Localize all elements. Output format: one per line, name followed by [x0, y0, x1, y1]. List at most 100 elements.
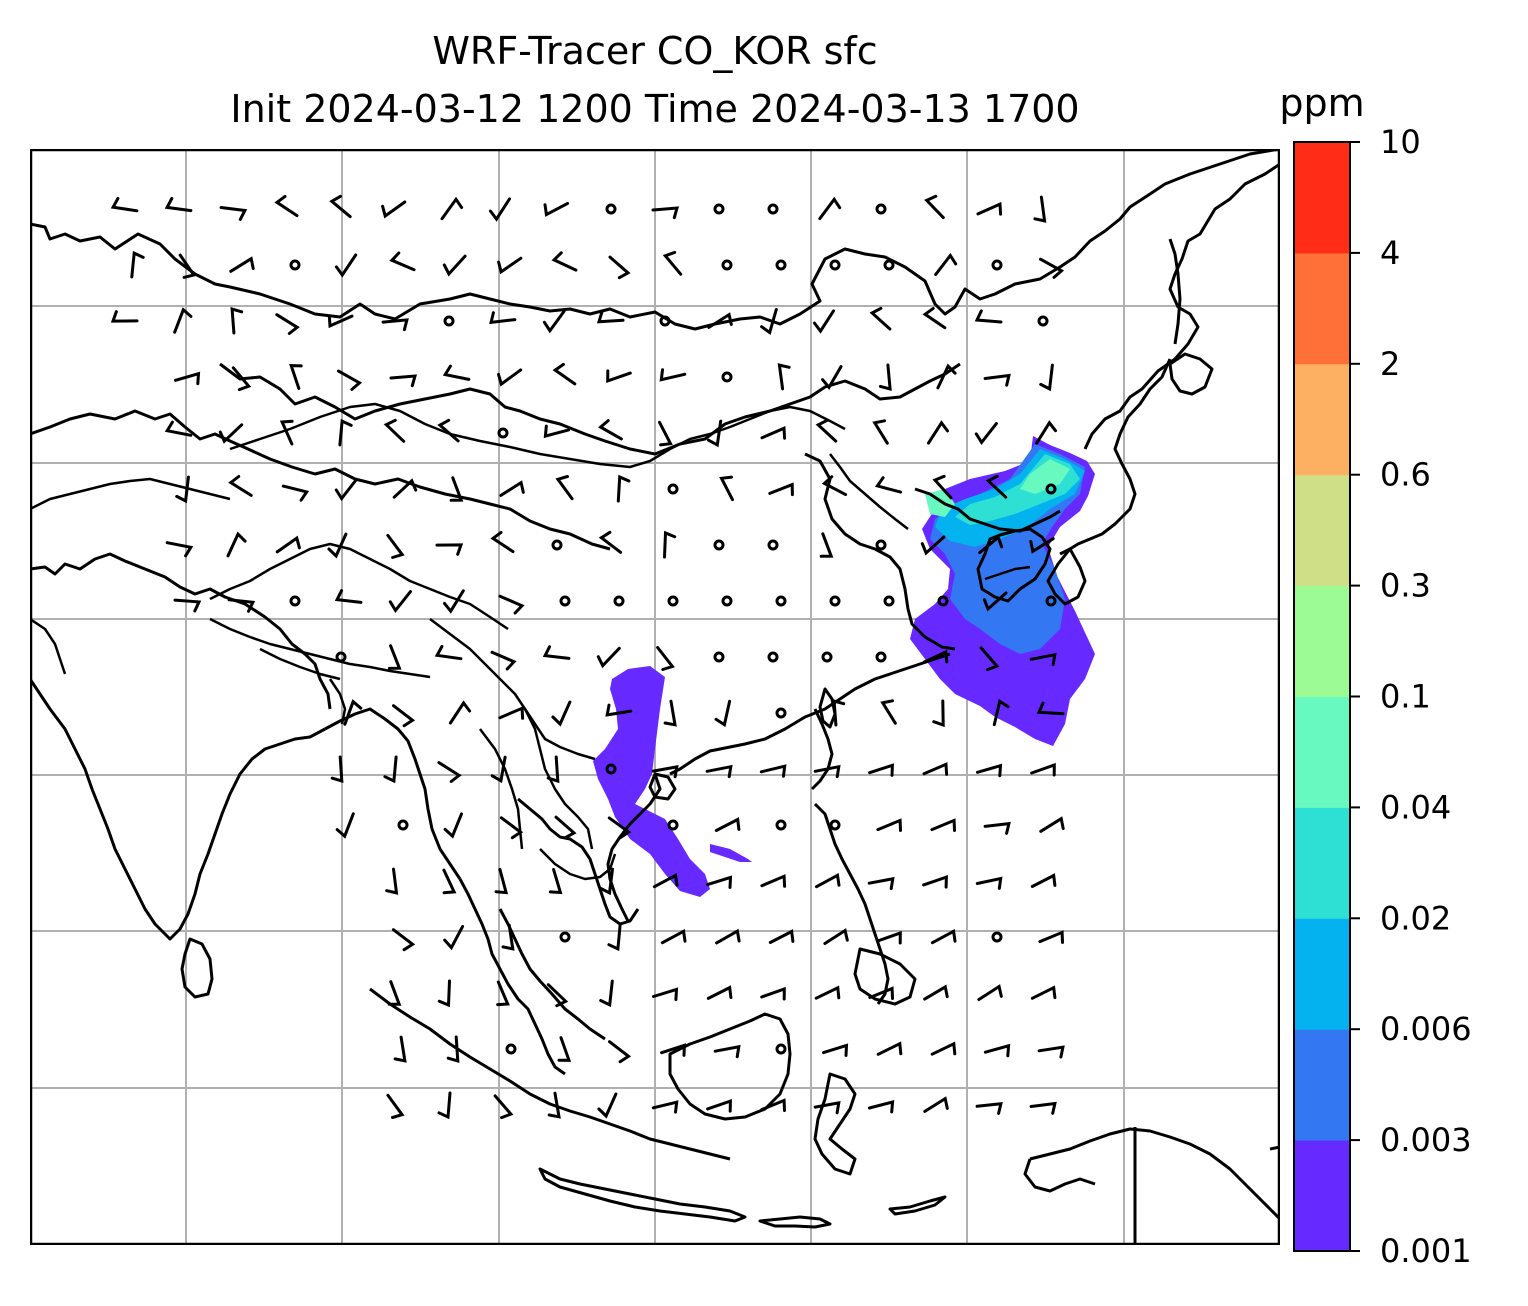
wind-barb [606, 369, 632, 384]
wind-barb [596, 310, 625, 324]
calm-marker [829, 259, 841, 271]
wind-barb [542, 309, 566, 334]
calm-marker [991, 931, 1003, 943]
wind-barb [501, 923, 515, 951]
wind-barb [992, 698, 1010, 727]
wind-barb [496, 980, 510, 1007]
wind-barb [975, 1101, 1003, 1115]
wind-barb [598, 419, 623, 441]
wind-barb [920, 535, 946, 556]
wind-barb [1033, 195, 1047, 223]
wind-barb [1036, 701, 1065, 716]
coastline-central-asia [30, 409, 611, 551]
plume-korea-peak [1020, 459, 1070, 494]
wind-barb [878, 363, 892, 392]
wind-barb [1029, 652, 1057, 666]
wind-barb [386, 533, 405, 559]
calm-marker [397, 819, 409, 831]
calm-marker [605, 763, 617, 775]
colorbar-swatch [1294, 1140, 1350, 1252]
wind-barb [493, 1094, 514, 1120]
wind-barb [555, 475, 574, 501]
calm-marker [605, 203, 617, 215]
wind-barb [777, 363, 791, 391]
wind-barb [392, 704, 416, 728]
calm-marker [659, 315, 671, 327]
wind-barb [813, 309, 835, 334]
wind-barb [651, 1100, 679, 1114]
wind-barb [335, 812, 355, 839]
border-iran [30, 617, 67, 675]
wind-barb [880, 699, 897, 725]
wind-barb [1037, 1045, 1065, 1059]
wind-barb [822, 1043, 849, 1057]
wind-barb [1039, 363, 1054, 392]
border-thailand [479, 728, 524, 850]
wind-barb [974, 422, 998, 446]
wind-barb [554, 815, 577, 840]
wind-barb [934, 252, 958, 276]
wind-barb [759, 764, 787, 778]
wind-barb [330, 755, 344, 784]
coastline-hainan [648, 772, 677, 801]
wind-barb [821, 365, 843, 391]
wind-barb [713, 1044, 741, 1059]
wind-barb [387, 980, 402, 1006]
calm-marker [713, 203, 725, 215]
calm-marker [613, 595, 625, 607]
coastlines [30, 149, 1280, 1245]
wind-barb [1035, 420, 1057, 445]
wind-barb [978, 534, 1004, 555]
wind-barb [446, 1035, 460, 1064]
wind-barb [494, 867, 509, 895]
calm-marker [667, 595, 679, 607]
wind-barb [607, 923, 622, 952]
wind-barb [219, 206, 248, 221]
coastline-lesser-sunda [758, 1215, 832, 1229]
wind-barb [383, 418, 406, 443]
calm-marker [559, 595, 571, 607]
coastline-sri-lanka [180, 937, 214, 999]
colorbar-swatches [1294, 142, 1350, 1252]
wind-barb [983, 821, 1011, 835]
wind-barb [1030, 985, 1057, 1000]
wind-barb [1030, 873, 1057, 888]
wind-barb [437, 418, 460, 443]
wind-barb [334, 589, 363, 604]
calm-marker [991, 259, 1003, 271]
wind-barb [442, 364, 471, 381]
wind-barb [1039, 257, 1065, 279]
wind-barb [930, 928, 957, 945]
wind-barb [437, 979, 451, 1008]
wind-barb [607, 816, 632, 840]
colorbar-tick-label: 0.003 [1380, 1121, 1472, 1159]
plume-indochina-islet [710, 844, 752, 862]
coastline-new-guinea [1029, 1127, 1280, 1221]
wind-barb [876, 818, 902, 832]
coastline-sulawesi [813, 1072, 857, 1176]
calm-marker [335, 651, 347, 663]
wind-barb [228, 475, 253, 497]
wind-barb [813, 1101, 841, 1115]
wind-barb [923, 984, 949, 1001]
wind-barb [437, 1091, 452, 1120]
wind-barb [229, 256, 255, 273]
colorbar-tick-label: 0.001 [1380, 1232, 1472, 1270]
wind-barb [498, 594, 525, 615]
wind-barb [821, 475, 848, 497]
colorbar-swatch [1294, 696, 1350, 808]
wind-barb [175, 475, 190, 504]
wind-barb [435, 543, 464, 556]
wind-barb [338, 418, 353, 447]
wind-barb [658, 420, 673, 447]
border-china-north [829, 453, 909, 530]
colorbar-tick-label: 0.006 [1380, 1010, 1472, 1048]
map-title-line2: Init 2024-03-12 1200 Time 2024-03-13 170… [230, 87, 1080, 131]
coastline-russia-mid [219, 362, 961, 456]
coastline-philippines-luzon [810, 708, 834, 791]
wind-barb [1030, 762, 1056, 777]
wind-barb [979, 646, 1000, 672]
wind-barb [818, 196, 842, 221]
wind-barb [548, 868, 563, 895]
wind-barb [760, 308, 778, 335]
